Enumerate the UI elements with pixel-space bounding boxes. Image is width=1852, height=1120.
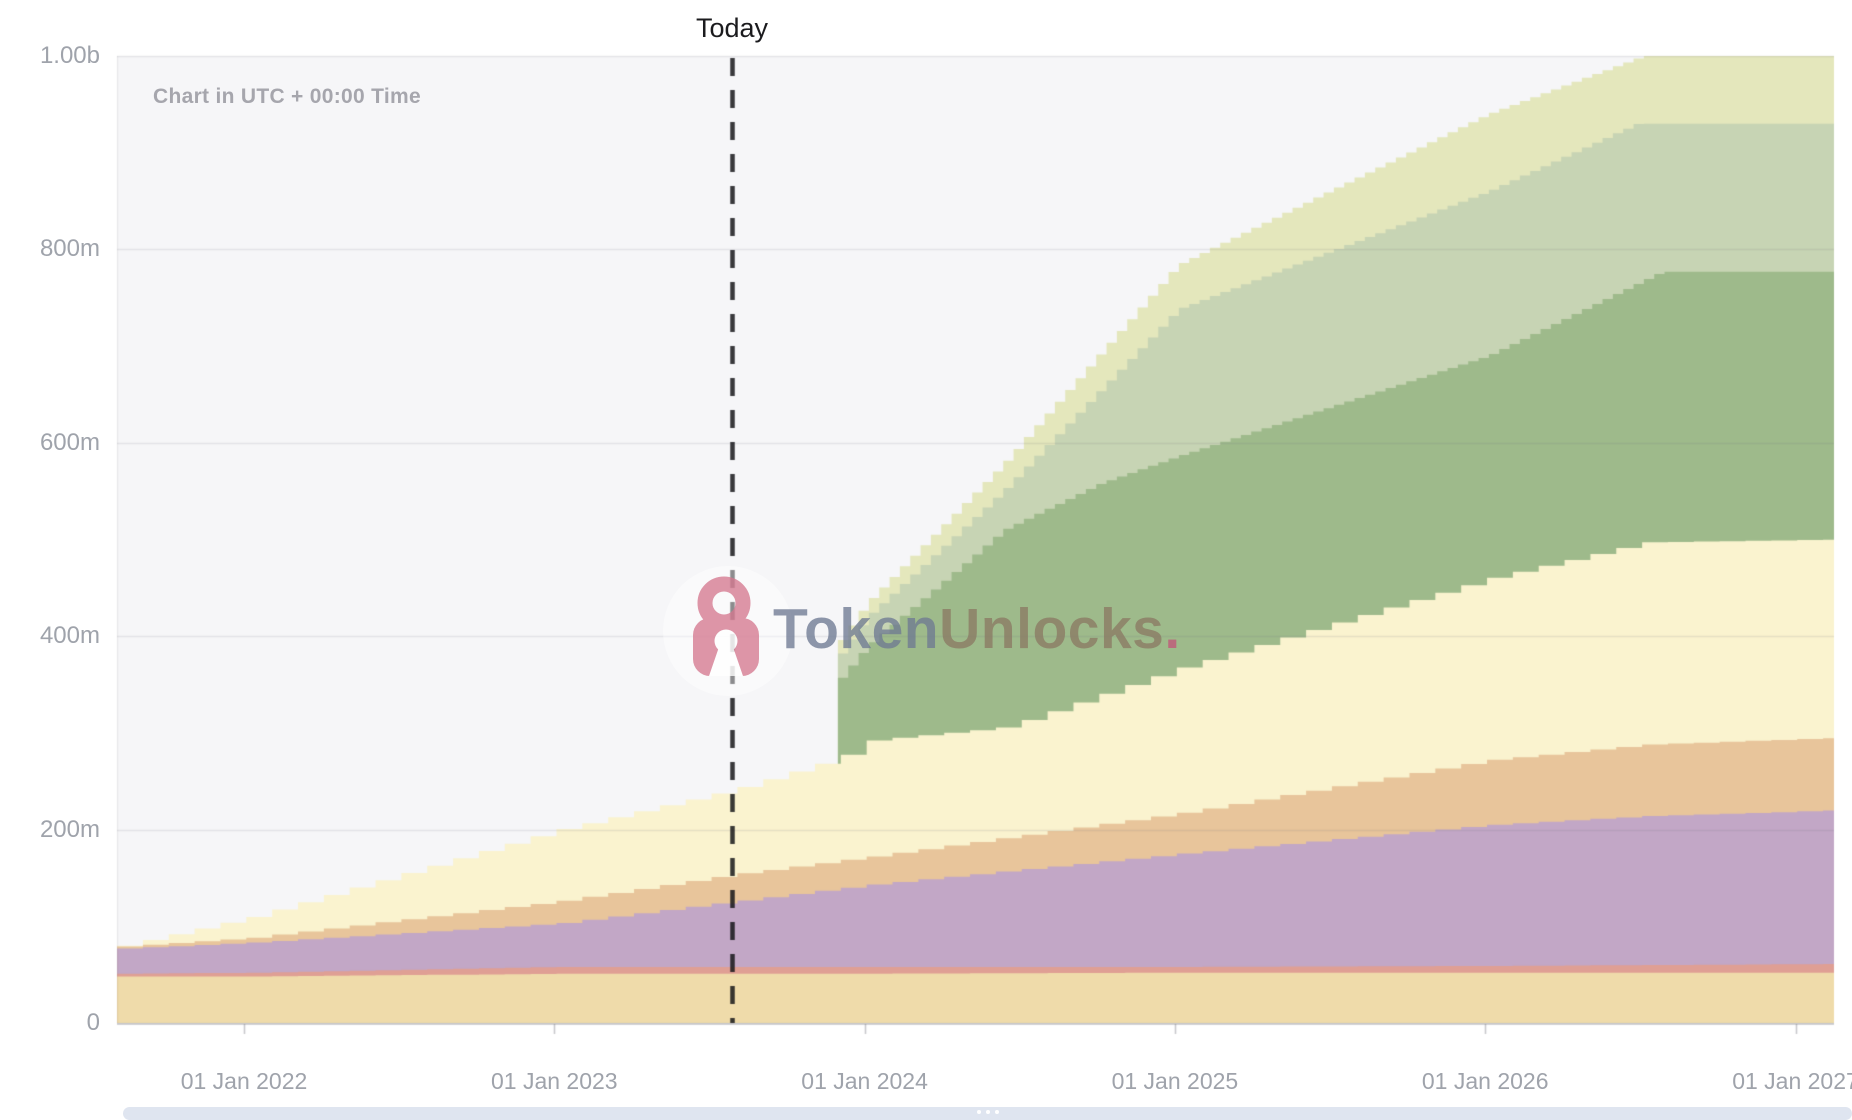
x-axis-tick-label: 01 Jan 2027 [1732, 1068, 1852, 1094]
scrollbar-grip-dot [976, 1110, 981, 1114]
y-axis-tick-label: 0 [86, 1009, 100, 1036]
y-axis-tick-label: 200m [39, 815, 100, 843]
scrollbar-grip-dot [994, 1110, 999, 1114]
x-axis-tick-label: 01 Jan 2023 [490, 1068, 618, 1094]
x-axis-tick-label: 01 Jan 2022 [180, 1068, 308, 1094]
scrollbar-grip-dot [985, 1110, 990, 1114]
x-axis-tick-label: 01 Jan 2025 [1111, 1068, 1239, 1094]
timezone-note: Chart in UTC + 00:00 Time [153, 85, 421, 108]
y-axis-tick-label: 800m [39, 235, 100, 263]
x-axis-tick-label: 01 Jan 2026 [1421, 1068, 1549, 1094]
y-axis-tick-label: 600m [39, 428, 100, 456]
y-axis-tick-label: 1.00b [39, 42, 100, 69]
x-axis-tick-label: 01 Jan 2024 [801, 1068, 928, 1094]
today-label: Today [695, 13, 769, 43]
y-axis-tick-label: 400m [39, 622, 100, 650]
